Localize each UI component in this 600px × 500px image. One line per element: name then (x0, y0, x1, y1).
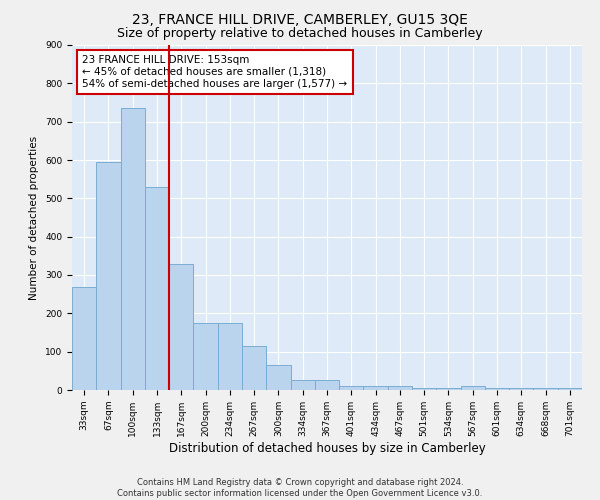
Bar (558, 388, 582, 390)
Bar (266, 365, 290, 390)
Bar (388, 386, 412, 390)
Bar (509, 388, 533, 390)
Bar (193, 323, 218, 390)
Text: Contains HM Land Registry data © Crown copyright and database right 2024.
Contai: Contains HM Land Registry data © Crown c… (118, 478, 482, 498)
Bar (121, 108, 145, 390)
Bar (339, 386, 364, 390)
Text: 23, FRANCE HILL DRIVE, CAMBERLEY, GU15 3QE: 23, FRANCE HILL DRIVE, CAMBERLEY, GU15 3… (132, 12, 468, 26)
Bar (485, 388, 509, 390)
Bar (412, 388, 436, 390)
Bar (96, 162, 121, 390)
Text: Size of property relative to detached houses in Camberley: Size of property relative to detached ho… (117, 28, 483, 40)
X-axis label: Distribution of detached houses by size in Camberley: Distribution of detached houses by size … (169, 442, 485, 454)
Bar (436, 388, 461, 390)
Bar (315, 380, 339, 390)
Y-axis label: Number of detached properties: Number of detached properties (29, 136, 40, 300)
Bar (242, 346, 266, 390)
Bar (218, 323, 242, 390)
Text: 23 FRANCE HILL DRIVE: 153sqm
← 45% of detached houses are smaller (1,318)
54% of: 23 FRANCE HILL DRIVE: 153sqm ← 45% of de… (82, 56, 347, 88)
Bar (169, 264, 193, 390)
Bar (145, 187, 169, 390)
Bar (72, 286, 96, 390)
Bar (290, 380, 315, 390)
Bar (533, 388, 558, 390)
Bar (364, 386, 388, 390)
Bar (461, 386, 485, 390)
